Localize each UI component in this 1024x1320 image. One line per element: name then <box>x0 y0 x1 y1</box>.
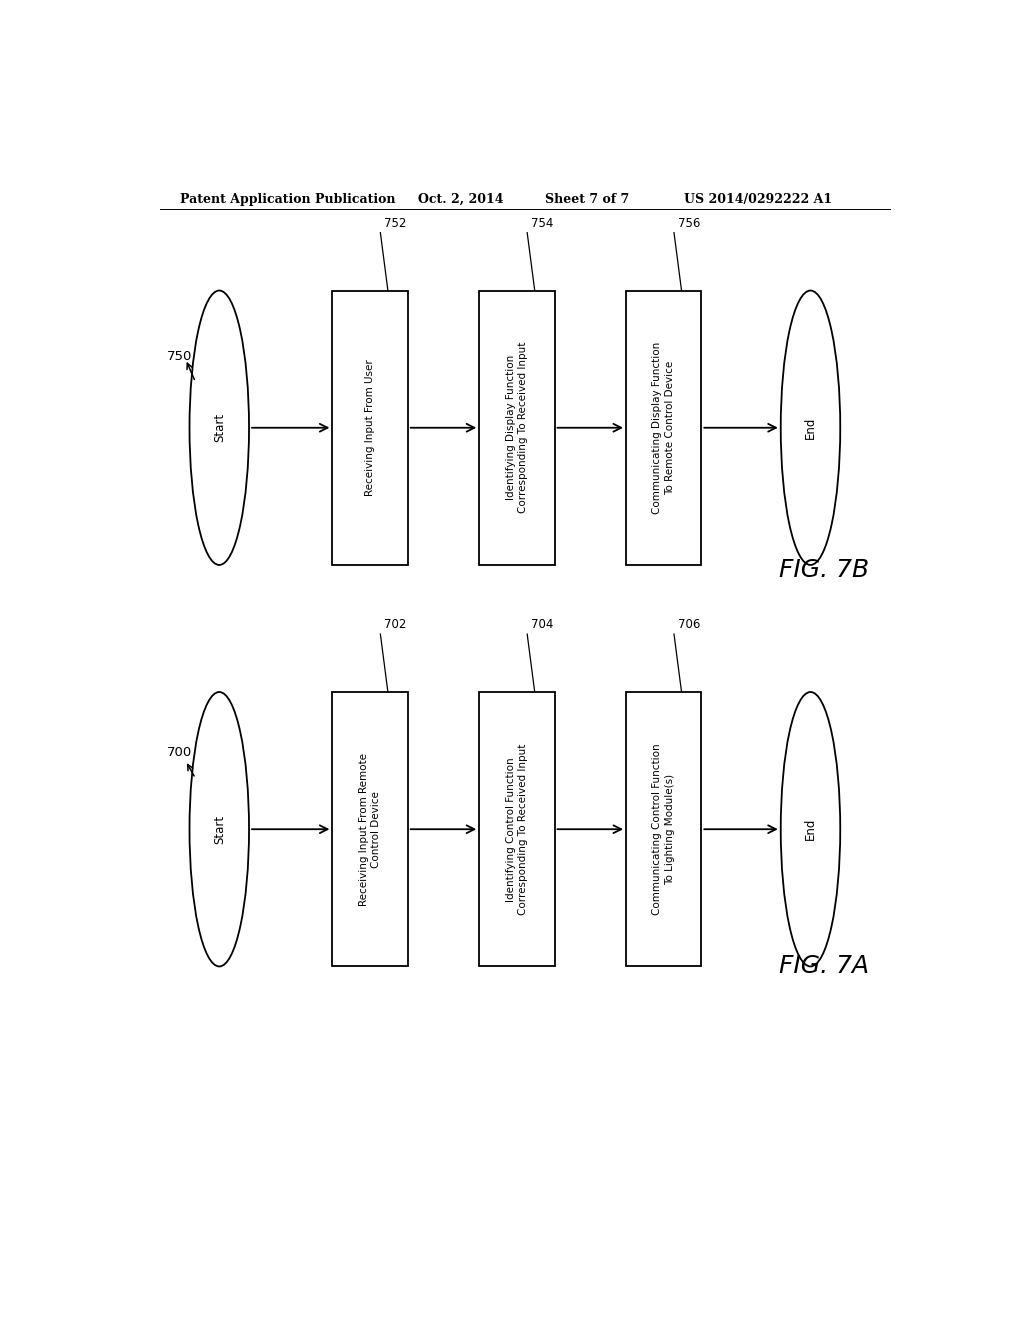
Text: 700: 700 <box>167 747 193 759</box>
Text: 750: 750 <box>167 350 193 363</box>
Ellipse shape <box>780 692 841 966</box>
Text: Oct. 2, 2014: Oct. 2, 2014 <box>418 193 503 206</box>
Bar <box>479 692 555 966</box>
Text: Start: Start <box>213 413 225 442</box>
Text: FIG. 7A: FIG. 7A <box>778 954 869 978</box>
Ellipse shape <box>780 290 841 565</box>
Text: Start: Start <box>213 814 225 843</box>
Text: Identifying Display Function
Corresponding To Received Input: Identifying Display Function Correspondi… <box>506 342 528 513</box>
Bar <box>333 290 408 565</box>
Bar <box>626 290 701 565</box>
Ellipse shape <box>189 290 249 565</box>
Text: 754: 754 <box>531 216 554 230</box>
Text: End: End <box>804 818 817 841</box>
Text: 702: 702 <box>384 618 407 631</box>
Text: US 2014/0292222 A1: US 2014/0292222 A1 <box>684 193 831 206</box>
Bar <box>479 290 555 565</box>
Text: Identifying Control Function
Corresponding To Received Input: Identifying Control Function Correspondi… <box>506 743 528 915</box>
Ellipse shape <box>189 692 249 966</box>
Text: FIG. 7B: FIG. 7B <box>778 558 869 582</box>
Text: Sheet 7 of 7: Sheet 7 of 7 <box>545 193 629 206</box>
Text: Patent Application Publication: Patent Application Publication <box>179 193 395 206</box>
Bar <box>626 692 701 966</box>
Bar <box>333 692 408 966</box>
Text: Receiving Input From Remote
Control Device: Receiving Input From Remote Control Devi… <box>358 752 381 906</box>
Text: Receiving Input From User: Receiving Input From User <box>365 359 375 496</box>
Text: Communicating Display Function
To Remote Control Device: Communicating Display Function To Remote… <box>652 342 675 513</box>
Text: 704: 704 <box>531 618 554 631</box>
Text: End: End <box>804 417 817 440</box>
Text: 756: 756 <box>678 216 700 230</box>
Text: 706: 706 <box>678 618 700 631</box>
Text: 752: 752 <box>384 216 407 230</box>
Text: Communicating Control Function
To Lighting Module(s): Communicating Control Function To Lighti… <box>652 743 675 915</box>
